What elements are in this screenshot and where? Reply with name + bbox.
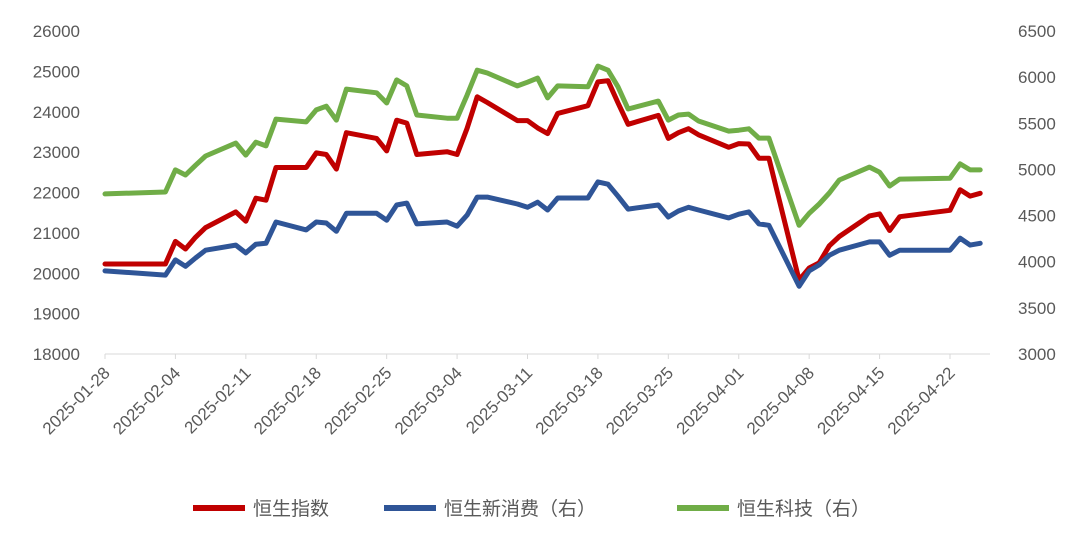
x-tick-label: 2025-02-04 xyxy=(109,363,184,438)
left-y-tick-label: 26000 xyxy=(33,22,80,41)
x-axis: 2025-01-282025-02-042025-02-112025-02-18… xyxy=(39,354,959,438)
right-y-tick-label: 5500 xyxy=(1018,114,1056,133)
series-line-1 xyxy=(102,179,983,289)
right-y-tick-label: 5000 xyxy=(1018,160,1056,179)
x-tick-label: 2025-04-08 xyxy=(743,363,818,438)
right-y-tick-label: 3000 xyxy=(1018,345,1056,364)
left-y-axis: 18000 19000 20000 21000 22000 23000 24000 25000… xyxy=(33,22,80,364)
x-tick-label: 2025-03-11 xyxy=(462,363,536,437)
legend: 恒生指数 恒生新消费（右） 恒生科技（右） xyxy=(193,498,870,520)
series-line-2 xyxy=(102,63,983,228)
series-line-0 xyxy=(102,78,983,283)
right-y-tick-label: 4500 xyxy=(1018,207,1056,226)
x-tick-label: 2025-04-15 xyxy=(813,363,888,438)
left-y-tick-label: 18000 xyxy=(33,345,80,364)
left-y-tick-label: 20000 xyxy=(33,264,80,283)
right-y-axis: 3000 3500 4000 4500 5000 5500 6000 6500 xyxy=(1018,22,1056,364)
left-y-tick-label: 25000 xyxy=(33,62,80,81)
x-tick-label: 2025-02-25 xyxy=(321,363,396,438)
x-tick-label: 2025-02-11 xyxy=(181,363,255,437)
x-tick-label: 2025-03-04 xyxy=(391,363,466,438)
legend-label: 恒生指数 xyxy=(253,498,329,520)
x-tick-label: 2025-01-28 xyxy=(39,363,114,438)
left-y-tick-label: 24000 xyxy=(33,103,80,122)
x-tick-label: 2025-04-01 xyxy=(673,363,748,438)
legend-label: 恒生新消费（右） xyxy=(444,498,596,520)
x-tick-label: 2025-02-18 xyxy=(250,363,325,438)
x-tick-label: 2025-03-25 xyxy=(602,363,677,438)
x-tick-label: 2025-03-18 xyxy=(532,363,607,438)
left-y-tick-label: 23000 xyxy=(33,143,80,162)
left-y-tick-label: 19000 xyxy=(33,305,80,324)
right-y-tick-label: 6500 xyxy=(1018,22,1056,41)
right-y-tick-label: 3500 xyxy=(1018,299,1056,318)
x-tick-label: 2025-04-22 xyxy=(884,363,959,438)
legend-label: 恒生科技（右） xyxy=(737,498,870,520)
left-y-tick-label: 22000 xyxy=(33,184,80,203)
left-y-tick-label: 21000 xyxy=(33,224,80,243)
right-y-tick-label: 4000 xyxy=(1018,253,1056,272)
right-y-tick-label: 6000 xyxy=(1018,68,1056,87)
series-lines xyxy=(102,63,983,289)
